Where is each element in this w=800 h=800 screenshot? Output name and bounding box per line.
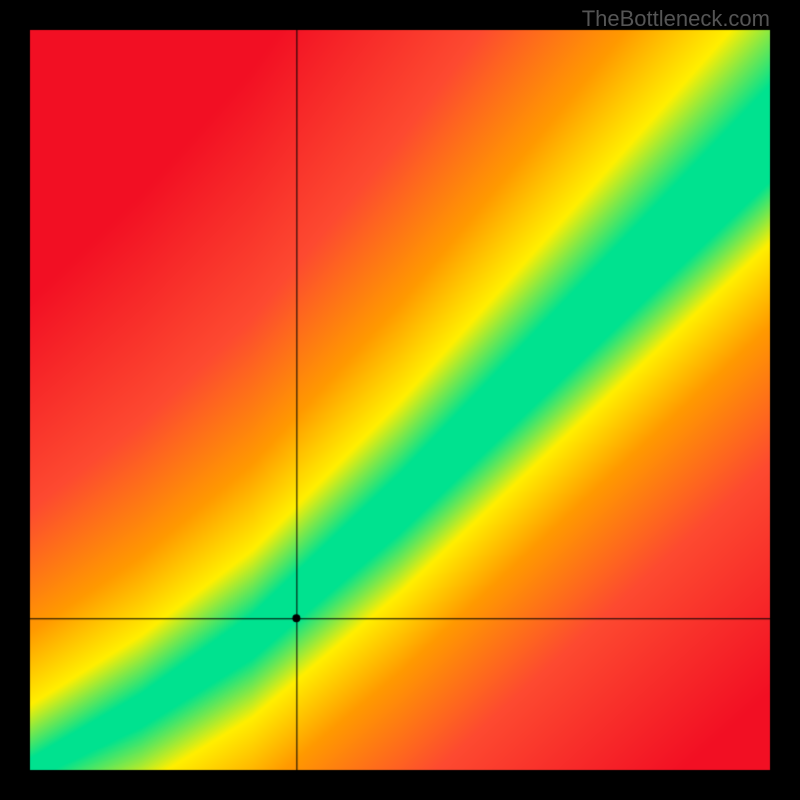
chart-container: TheBottleneck.com bbox=[0, 0, 800, 800]
bottleneck-heatmap-canvas bbox=[0, 0, 800, 800]
watermark-text: TheBottleneck.com bbox=[582, 6, 770, 32]
